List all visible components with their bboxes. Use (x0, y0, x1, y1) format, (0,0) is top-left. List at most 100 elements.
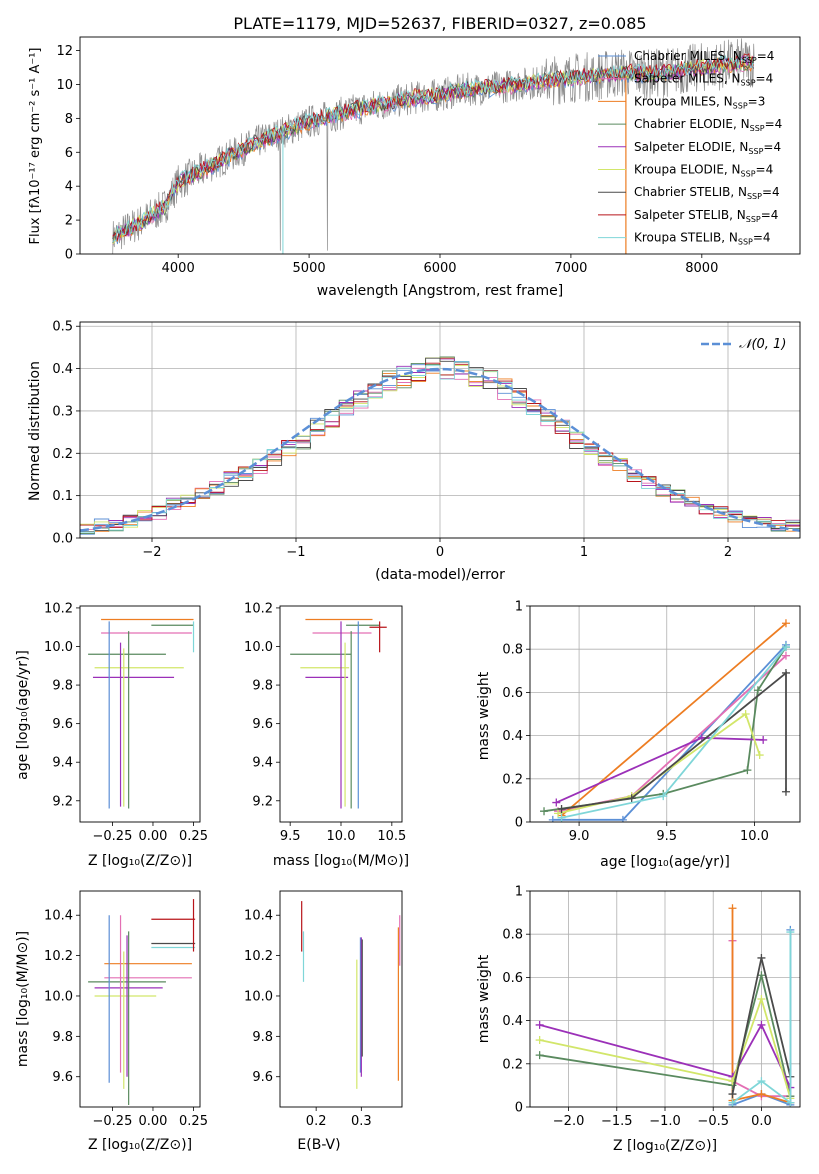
axes-frame (529, 605, 801, 823)
weight-series-line (731, 932, 792, 1105)
wz-xlabel: Z [log₁₀(Z/Z⊙)] (613, 1138, 717, 1154)
weight-point-marker (757, 995, 766, 1003)
legend-label-subscript: SSP (738, 238, 753, 247)
legend-label: Salpeter ELODIE, NSSP=4 (634, 140, 781, 156)
weight-vs-age-panel: 9.0 9.5 10.0 0 0.2 0.4 0.6 0.8 1 (502, 600, 801, 844)
legend-label-subscript: SSP (741, 170, 756, 179)
weight-series-line (543, 646, 787, 813)
legend-label-subscript: SSP (748, 147, 763, 156)
x-tick-label: 9.5 (656, 829, 677, 844)
x-tick-label: −0.25 (93, 829, 133, 844)
y-tick-label: 9.6 (52, 1070, 73, 1085)
y-tick-label: 0.4 (502, 729, 523, 744)
weight-lines-area (540, 619, 790, 822)
legend-label: Chabrier ELODIE, NSSP=4 (634, 117, 782, 133)
legend-label-subscript: SSP (747, 192, 762, 201)
spectrum-plot-area (112, 38, 755, 254)
weight-series-line (561, 622, 787, 817)
wz-ylabel: mass weight (476, 954, 492, 1043)
x-tick-label: 0.3 (351, 1114, 372, 1129)
weight-point-marker (757, 953, 766, 962)
weight-point-marker (757, 1090, 766, 1099)
weight-point-marker (781, 668, 790, 677)
legend-label: Chabrier MILES, NSSP=4 (634, 49, 774, 65)
x-tick-label: 2 (724, 545, 732, 560)
y-tick-label: 0.4 (52, 362, 73, 377)
residual-histogram-panel: −2 −1 0 1 2 0.0 0.1 0.2 0.3 0.4 0.5 𝒩(0, 1) (52, 320, 801, 560)
y-tick-label: 0 (515, 816, 523, 831)
y-tick-label: 10.2 (244, 601, 273, 616)
weight-lines-area (535, 904, 795, 1107)
residual-xlabel: (data-model)/error (375, 567, 505, 583)
weight-point-marker (786, 1098, 795, 1107)
x-tick-label: 8000 (685, 261, 718, 276)
legend-label-value: =4 (756, 72, 774, 86)
x-tick-label: −0.25 (93, 1114, 133, 1129)
legend-label: Kroupa MILES, NSSP=3 (634, 94, 765, 110)
x-tick-label: 0.00 (138, 829, 167, 844)
weight-point-marker (618, 815, 627, 822)
x-tick-label: 0.00 (138, 1114, 167, 1129)
x-tick-label: −1.0 (649, 1114, 681, 1129)
weight-point-marker (535, 1051, 544, 1060)
y-tick-label: 0.4 (502, 1014, 523, 1029)
y-tick-label: 10.0 (44, 989, 73, 1004)
residual-histogram-step (80, 357, 800, 533)
y-tick-label: 0.6 (502, 971, 523, 986)
weight-point-marker (659, 792, 668, 801)
weight-point-marker (557, 813, 566, 822)
y-tick-label: 9.6 (52, 717, 73, 732)
legend-label: Kroupa ELODIE, NSSP=4 (634, 163, 773, 179)
y-tick-label: 9.8 (252, 1030, 273, 1045)
weight-series-line (557, 712, 761, 815)
y-tick-label: 1 (515, 885, 523, 900)
y-tick-label: 0.1 (52, 489, 73, 504)
weight-point-marker (753, 686, 762, 695)
weight-point-marker (755, 751, 764, 760)
model-spectrum-line (112, 57, 755, 245)
y-tick-label: 0.8 (502, 928, 523, 943)
spectrum-ylabel: Flux [fλ10⁻¹⁷ erg cm⁻² s⁻¹ A⁻¹] (28, 48, 43, 245)
weight-point-marker (540, 807, 549, 816)
weight-point-marker (743, 766, 752, 775)
legend-label-value: =4 (765, 117, 783, 131)
x-tick-label: −1 (286, 545, 305, 560)
weight-point-marker (781, 787, 790, 796)
y-tick-label: 0 (515, 1101, 523, 1116)
y-tick-label: 10 (56, 78, 73, 93)
y-tick-label: 9.6 (252, 1070, 273, 1085)
legend-label-value: =4 (756, 163, 774, 177)
mass-vs-metallicity-panel: −0.25 0.00 0.25 9.6 9.8 10.0 10.2 10.4 (44, 890, 208, 1129)
legend-label: Kroupa STELIB, NSSP=4 (634, 231, 771, 247)
legend-label-subscript: SSP (741, 79, 756, 88)
y-tick-label: 0.2 (502, 772, 523, 787)
weight-point-marker (552, 798, 561, 807)
y-tick-label: 9.8 (52, 679, 73, 694)
axes-frame (79, 321, 801, 539)
legend-label-subscript: SSP (750, 124, 765, 133)
y-tick-label: 10.4 (244, 909, 273, 924)
weight-point-marker (535, 1020, 544, 1029)
x-tick-label: 1 (580, 545, 588, 560)
y-tick-label: 9.2 (52, 794, 73, 809)
weight-point-marker (554, 809, 563, 818)
y-tick-label: 10.4 (44, 909, 73, 924)
y-tick-label: 0.6 (502, 686, 523, 701)
weight-point-marker (781, 651, 790, 660)
axes-frame (529, 890, 801, 1108)
weight-point-marker (759, 735, 768, 744)
agem-xlabel: mass [log₁₀(M/M⊙)] (273, 853, 409, 869)
x-tick-label: −2.0 (553, 1114, 585, 1129)
y-tick-label: 9.8 (252, 679, 273, 694)
weight-point-marker (557, 805, 566, 814)
axes-frame (79, 890, 201, 1108)
y-tick-label: 8 (65, 112, 73, 127)
weight-point-marker (548, 815, 557, 822)
weight-point-marker (786, 928, 795, 937)
y-tick-label: 4 (65, 180, 73, 195)
residual-ylabel: Normed distribution (27, 361, 43, 501)
legend-label: Salpeter STELIB, NSSP=4 (634, 208, 778, 224)
y-tick-label: 0.8 (502, 643, 523, 658)
x-tick-label: 5000 (293, 261, 326, 276)
